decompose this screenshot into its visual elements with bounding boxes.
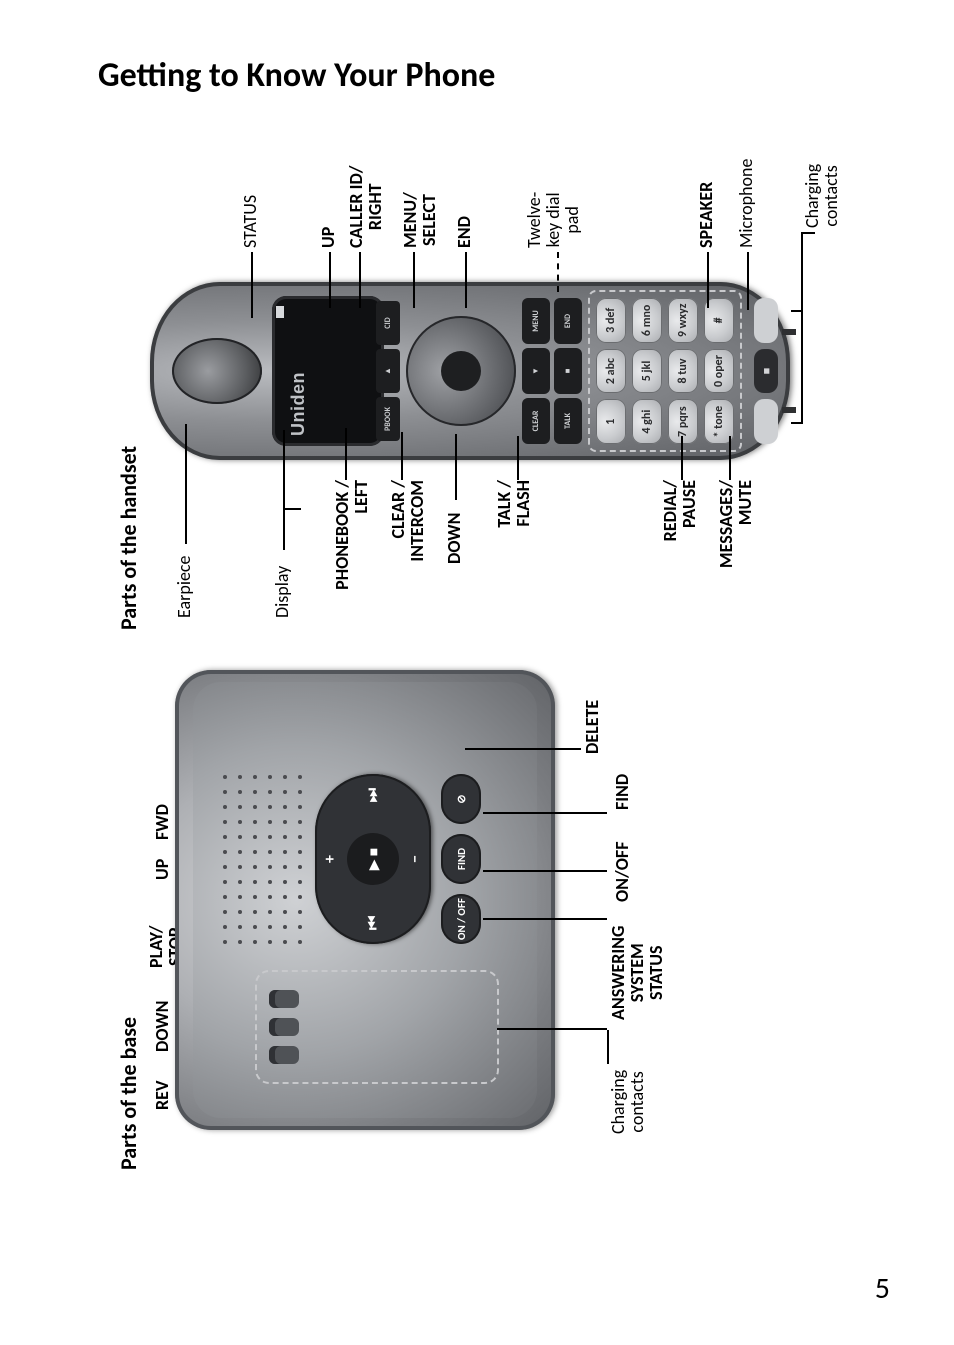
base-cradle-outline [255,970,499,1084]
key-4[interactable]: 4 ghi [632,399,662,444]
handset-dpad[interactable] [406,316,516,426]
lbl-clear-intercom: CLEAR /INTERCOM [389,480,427,630]
handset-display: Uniden [272,296,384,446]
base-speaker-grille [217,770,307,950]
talk-button[interactable]: TALK [554,398,582,444]
lbl-speaker: SPEAKER [697,182,716,248]
key-hash[interactable]: # [704,298,734,343]
handset-keypad: 1 2 abc 3 def 4 ghi 5 jkl 6 mno 7 pqrs 8… [588,290,742,452]
key-8[interactable]: 8 tuv [668,349,698,394]
lbl-delete: DELETE [583,700,602,754]
softkey-left[interactable]: PBOOK [376,397,400,441]
softkey-right[interactable]: CID [376,301,400,345]
diagram-panel: Parts of the base REV DOWN PLAY/STOP UP … [105,110,875,1170]
base-down-button[interactable]: − [406,855,425,863]
key-0[interactable]: 0 oper [704,349,734,394]
lbl-onoff: ON/OFF [613,842,632,902]
lbl-hs-charging: Chargingcontacts [803,164,841,228]
down-button[interactable]: ▼ [522,348,550,394]
lbl-ans-status: ANSWERINGSYSTEMSTATUS [609,926,666,1021]
lbl-find: FIND [613,774,632,810]
lbl-up: UP [153,859,172,880]
base-rev-button[interactable]: ⏮ [364,916,383,930]
key-2[interactable]: 2 abc [596,349,626,394]
lbl-status: STATUS [241,195,260,248]
key-6[interactable]: 6 mno [632,298,662,343]
base-onoff-button[interactable]: ON / OFF [441,894,481,944]
lbl-end: END [455,216,474,248]
display-brand: Uniden [288,372,309,436]
lbl-hs-up: UP [319,227,338,248]
lbl-down: DOWN [153,1001,172,1052]
hold-button[interactable]: ■ [554,348,582,394]
lbl-redial-pause: REDIAL/PAUSE [661,480,699,630]
base-nav-group: + − ⏮ ⏭ ▶ ■ [315,774,431,944]
page-number: 5 [875,1270,890,1307]
base-delete-button[interactable]: ⊘ [441,774,481,824]
lbl-talk-flash: TALK /FLASH [495,480,533,630]
lbl-hs-down: DOWN [445,513,464,564]
key-7[interactable]: 7 pqrs [668,399,698,444]
base-header: Parts of the base [115,1017,142,1170]
lbl-messages-mute: MESSAGES/MUTE [717,480,755,630]
lbl-twelve-key: Twelve-key dialpad [525,192,582,248]
base-fwd-button[interactable]: ⏭ [364,788,383,802]
lbl-microphone: Microphone [737,159,756,248]
base-playstop-button[interactable]: ▶ ■ [347,833,399,885]
menu-button[interactable]: MENU [522,298,550,344]
lbl-display: Display [273,566,292,618]
lbl-rev: REV [153,1080,172,1110]
handset-contacts [774,301,796,441]
end-button[interactable]: END [554,298,582,344]
lbl-base-charging: Chargingcontacts [609,1070,647,1134]
clear-button[interactable]: CLEAR [522,398,550,444]
lbl-callerid-right: CALLER ID/RIGHT [347,165,385,248]
key-5[interactable]: 5 jkl [632,349,662,394]
key-9[interactable]: 9 wxyz [668,298,698,343]
base-find-button[interactable]: FIND [441,834,481,884]
lbl-phonebook-left: PHONEBOOK /LEFT [333,480,371,630]
lbl-menu-select: MENU/SELECT [401,192,439,248]
page-title: Getting to Know Your Phone [98,55,495,96]
handset-body: Uniden PBOOK ▲ CID CLEAR ▼ MENU TALK ■ E… [150,282,790,460]
key-3[interactable]: 3 def [596,298,626,343]
handset-header: Parts of the handset [115,446,142,630]
key-1[interactable]: 1 [596,399,626,444]
base-up-button[interactable]: + [321,855,340,863]
status-icon [276,306,284,318]
softkey-up[interactable]: ▲ [376,349,400,393]
handset-earpiece [172,338,262,404]
lbl-earpiece: Earpiece [175,556,194,619]
lbl-fwd: FWD [153,804,172,840]
